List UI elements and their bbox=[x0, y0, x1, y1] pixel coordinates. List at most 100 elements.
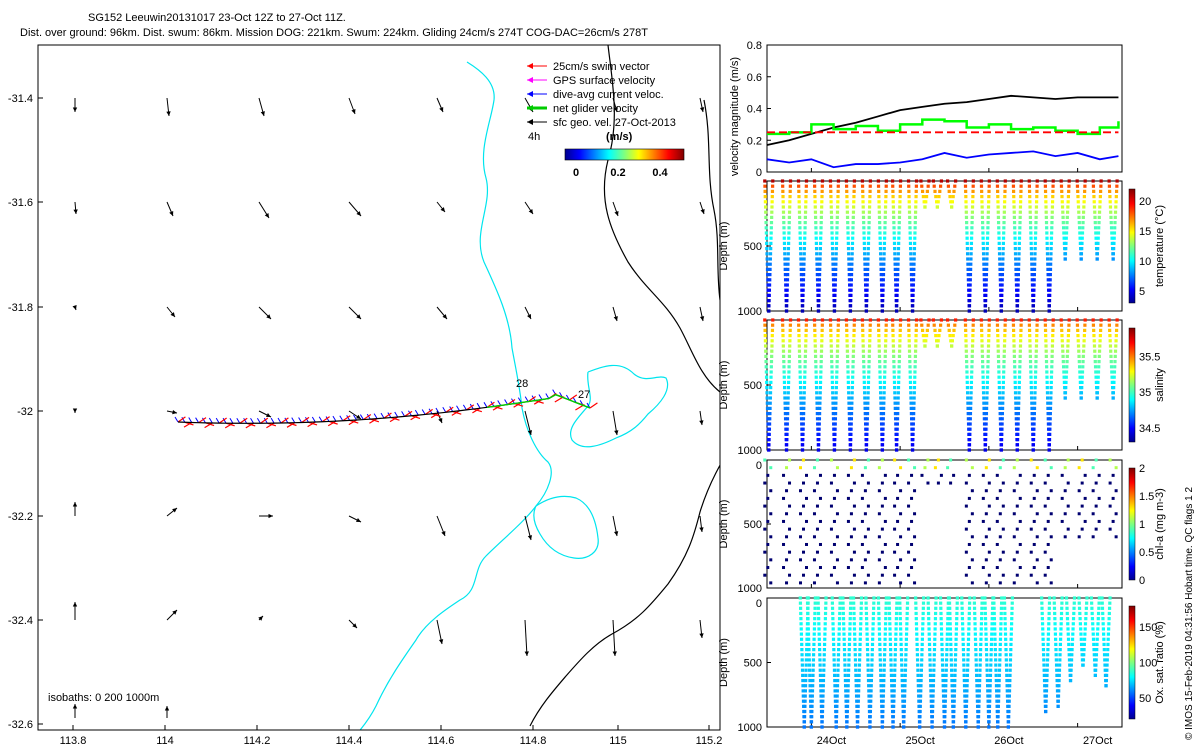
profile-point bbox=[980, 344, 984, 348]
chl-point bbox=[984, 558, 988, 562]
profile-point bbox=[833, 684, 837, 688]
profile-point bbox=[801, 283, 805, 287]
profile-point bbox=[953, 668, 957, 672]
profile-point bbox=[882, 658, 887, 662]
profile-point bbox=[877, 328, 881, 332]
profile-point bbox=[1066, 339, 1070, 343]
profile-point bbox=[801, 293, 805, 297]
profile-point bbox=[861, 210, 865, 214]
profile-point bbox=[1045, 386, 1049, 390]
chl-point bbox=[1063, 489, 1067, 493]
temperature-colorbar-tick-label: 15 bbox=[1139, 226, 1151, 238]
profile-point bbox=[815, 252, 819, 256]
profile-point bbox=[1102, 637, 1106, 641]
profile-point bbox=[1082, 653, 1086, 657]
profile-point bbox=[1018, 231, 1022, 235]
profile-point bbox=[1047, 617, 1051, 621]
profile-point bbox=[971, 195, 975, 199]
chl-point bbox=[763, 504, 767, 508]
profile-point bbox=[1012, 344, 1016, 348]
profile-point bbox=[1031, 304, 1036, 308]
profile-point bbox=[819, 689, 823, 693]
dac-arrow bbox=[545, 393, 550, 399]
profile-point bbox=[1081, 365, 1085, 369]
profile-point bbox=[800, 448, 805, 452]
profile-point bbox=[985, 247, 989, 251]
profile-point bbox=[1112, 247, 1116, 251]
profile-point bbox=[867, 349, 872, 353]
profile-point bbox=[866, 668, 870, 672]
profile-point bbox=[899, 653, 904, 657]
profile-point bbox=[912, 247, 917, 251]
profile-point bbox=[984, 648, 989, 652]
profile-point bbox=[895, 417, 900, 421]
profile-point bbox=[932, 673, 936, 677]
profile-point bbox=[930, 715, 934, 719]
profile-point bbox=[988, 694, 992, 698]
profile-point bbox=[1064, 236, 1068, 240]
profile-point bbox=[813, 200, 817, 204]
profile-point bbox=[1065, 611, 1069, 616]
profile-point bbox=[1014, 257, 1018, 261]
profile-point bbox=[900, 678, 904, 683]
profile-point bbox=[966, 257, 970, 261]
profile-point bbox=[891, 205, 895, 209]
profile-point bbox=[834, 252, 838, 256]
profile-point bbox=[858, 632, 863, 636]
profile-point bbox=[911, 288, 915, 292]
profile-point bbox=[898, 339, 902, 343]
dac-arrow bbox=[456, 405, 460, 411]
profile-point bbox=[1107, 323, 1111, 327]
chl-point bbox=[863, 558, 867, 562]
profile-point bbox=[867, 684, 871, 688]
profile-point bbox=[1107, 617, 1111, 621]
profile-point bbox=[788, 318, 793, 322]
profile-point bbox=[837, 632, 841, 636]
profile-point bbox=[1031, 443, 1036, 447]
surface-velocity-arrow bbox=[524, 306, 532, 320]
profile-point bbox=[879, 689, 883, 693]
profile-point bbox=[1002, 365, 1006, 369]
profile-point bbox=[851, 236, 855, 240]
profile-point bbox=[1078, 375, 1082, 379]
profile-point bbox=[1044, 360, 1049, 364]
profile-point bbox=[968, 417, 972, 421]
profile-point bbox=[782, 221, 786, 225]
profile-point bbox=[932, 663, 936, 667]
chl-point bbox=[899, 558, 903, 562]
profile-point bbox=[895, 438, 899, 442]
profile-point bbox=[852, 611, 856, 616]
profile-point bbox=[965, 236, 969, 240]
profile-point bbox=[1109, 365, 1114, 369]
profile-point bbox=[786, 273, 790, 277]
profile-point bbox=[993, 653, 998, 657]
profile-point bbox=[1001, 247, 1005, 251]
profile-point bbox=[806, 606, 810, 610]
chl-point bbox=[802, 527, 805, 531]
profile-point bbox=[1011, 328, 1016, 332]
chl-point bbox=[866, 550, 870, 554]
profile-point bbox=[954, 627, 959, 631]
profile-point bbox=[1108, 334, 1112, 338]
profile-point bbox=[834, 267, 838, 271]
profile-point bbox=[1048, 293, 1052, 297]
profile-point bbox=[1047, 622, 1051, 626]
profile-point bbox=[909, 396, 913, 400]
profile-point bbox=[985, 668, 989, 672]
profile-point bbox=[869, 684, 873, 688]
profile-point bbox=[841, 611, 845, 616]
profile-point bbox=[785, 304, 789, 308]
profile-point bbox=[1005, 668, 1009, 672]
profile-point bbox=[800, 422, 804, 426]
map-y-tick-label: -32 bbox=[17, 406, 33, 418]
profile-point bbox=[994, 673, 998, 677]
profile-point bbox=[973, 627, 977, 631]
profile-point bbox=[1099, 328, 1103, 332]
profile-point bbox=[833, 278, 838, 282]
swim-vector bbox=[589, 402, 598, 409]
profile-point bbox=[835, 221, 839, 225]
profile-point bbox=[817, 637, 821, 641]
surface-velocity-arrow bbox=[72, 704, 78, 718]
swim-vector bbox=[369, 418, 378, 424]
chl-point bbox=[1049, 581, 1053, 585]
